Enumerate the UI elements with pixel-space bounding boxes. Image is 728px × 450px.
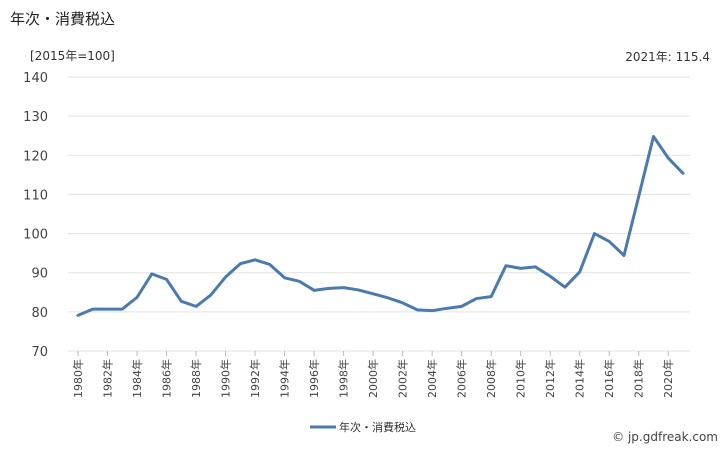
- y-tick-label: 70: [31, 345, 48, 360]
- x-tick-label: 2020年: [661, 359, 675, 398]
- x-tick-label: 2002年: [396, 359, 410, 398]
- x-tick-label: 1992年: [248, 359, 262, 398]
- x-tick-label: 2006年: [455, 359, 469, 398]
- legend: 年次・消費税込: [310, 420, 416, 434]
- y-axis-unit-label: [2015年=100]: [30, 49, 115, 63]
- x-tick-label: 1980年: [71, 359, 85, 398]
- x-tick-label: 2018年: [632, 359, 646, 398]
- x-tick-label: 1988年: [189, 359, 203, 398]
- x-tick-label: 1984年: [130, 359, 144, 398]
- chart-title: 年次・消費税込: [10, 10, 116, 28]
- x-tick-label: 1998年: [337, 359, 351, 398]
- latest-value-label: 2021年: 115.4: [625, 50, 710, 64]
- y-tick-label: 90: [31, 267, 48, 282]
- y-tick-label: 80: [31, 306, 48, 321]
- grid-lines: [68, 76, 690, 352]
- x-tick-label: 2016年: [602, 359, 616, 398]
- x-tick-label: 2014年: [573, 359, 587, 398]
- series-lines: [76, 135, 685, 317]
- x-tick-label: 2012年: [543, 359, 557, 398]
- x-tick-label: 1986年: [160, 359, 174, 398]
- series-line-0: [76, 135, 685, 317]
- x-tick-label: 1990年: [219, 359, 233, 398]
- y-tick-label: 140: [23, 71, 48, 86]
- x-tick-label: 1994年: [278, 359, 292, 398]
- x-tick-label: 2010年: [514, 359, 528, 398]
- y-axis-ticks: 70 80 90 100 110 120 130 140: [23, 71, 48, 360]
- x-tick-label: 2000年: [366, 359, 380, 398]
- y-tick-label: 130: [23, 110, 48, 125]
- x-tick-label: 1982年: [101, 359, 115, 398]
- x-tick-label: 2004年: [425, 359, 439, 398]
- y-tick-label: 110: [23, 188, 48, 203]
- source-credit: © jp.gdfreak.com: [612, 430, 718, 444]
- x-tick-label: 1996年: [307, 359, 321, 398]
- legend-label: 年次・消費税込: [339, 420, 416, 434]
- y-tick-label: 100: [23, 228, 48, 243]
- x-axis-ticks: 1980年 1982年 1984年 1986年 1988年 1990年 1992年 1994年…: [71, 351, 675, 398]
- y-tick-label: 120: [23, 149, 48, 164]
- x-tick-label: 2008年: [484, 359, 498, 398]
